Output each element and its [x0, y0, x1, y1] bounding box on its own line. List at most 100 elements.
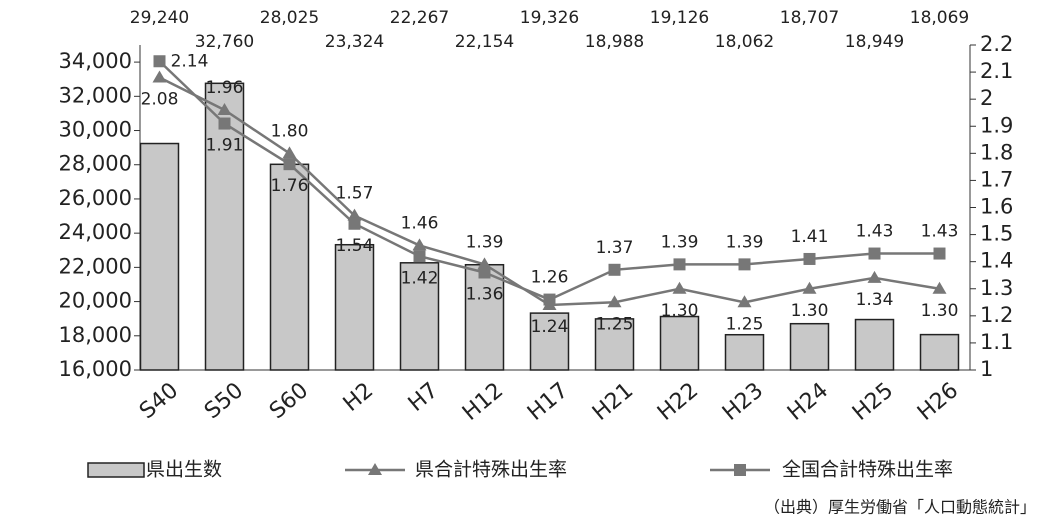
square-marker — [673, 258, 686, 271]
bar-value-label: 28,025 — [260, 8, 319, 28]
legend-square — [734, 464, 746, 476]
bar — [139, 142, 180, 371]
bar — [854, 318, 895, 371]
x-tick-label: H24 — [783, 378, 833, 426]
line-value-label: 2.08 — [141, 90, 179, 110]
line-value-label: 1.41 — [791, 227, 829, 247]
square-marker — [803, 252, 816, 265]
square-marker — [608, 263, 621, 276]
x-tick-label: H2 — [339, 378, 378, 417]
square-marker — [348, 217, 361, 230]
line-value-label: 1.30 — [791, 301, 829, 321]
triangle-marker — [802, 281, 817, 294]
y2-tick-label: 2 — [980, 86, 993, 110]
x-tick-label: H25 — [848, 378, 898, 426]
x-tick-label: S50 — [200, 378, 248, 424]
square-marker — [478, 266, 491, 279]
bar — [334, 243, 375, 371]
triangle-marker — [932, 281, 947, 294]
bar — [659, 315, 700, 371]
bar — [789, 322, 830, 371]
bar-value-label: 19,326 — [520, 8, 579, 28]
square-marker — [543, 293, 556, 306]
y2-tick-label: 1.2 — [980, 303, 1013, 327]
bar-value-label: 18,062 — [715, 32, 774, 52]
y2-tick-label: 1.3 — [980, 276, 1013, 300]
triangle-marker — [217, 103, 232, 115]
triangle-marker — [737, 295, 752, 308]
bar — [269, 163, 310, 371]
line-value-label: 1.43 — [856, 222, 894, 242]
x-tick-label: H7 — [404, 378, 443, 417]
bar-value-label: 18,988 — [585, 32, 644, 52]
bar-value-label: 29,240 — [130, 8, 189, 28]
line-value-label: 1.57 — [336, 184, 374, 204]
y2-tick-label: 2.1 — [980, 59, 1013, 83]
y-tick-label: 28,000 — [59, 152, 132, 176]
bar-value-label: 32,760 — [195, 32, 254, 52]
bar-value-label: 18,707 — [780, 8, 839, 28]
triangle-marker — [867, 270, 882, 283]
line-value-label: 1.25 — [726, 314, 764, 334]
bar-value-label: 19,126 — [650, 8, 709, 28]
bar-value-label: 18,069 — [910, 8, 969, 28]
line-value-label: 1.25 — [596, 314, 634, 334]
y-tick-label: 24,000 — [59, 220, 132, 244]
y-tick-label: 22,000 — [59, 254, 132, 278]
bar-value-label: 23,324 — [325, 32, 384, 52]
y-tick-label: 16,000 — [59, 357, 132, 381]
y-tick-label: 30,000 — [59, 118, 132, 142]
square-marker — [413, 250, 426, 263]
legend-label: 県出生数 — [146, 459, 222, 481]
square-marker — [738, 258, 751, 271]
line-value-label: 2.14 — [171, 51, 209, 71]
bar — [919, 333, 960, 371]
line-value-label: 1.46 — [401, 213, 439, 233]
y-tick-label: 18,000 — [59, 323, 132, 347]
square-marker — [153, 55, 166, 68]
x-tick-label: S60 — [265, 378, 313, 424]
y2-tick-label: 1.5 — [980, 222, 1013, 246]
x-tick-label: H12 — [458, 378, 508, 426]
source: （出典）厚生労働省「人口動態統計」 — [764, 498, 1036, 517]
y2-tick-label: 1 — [980, 357, 993, 381]
y2-tick-label: 1.7 — [980, 167, 1013, 191]
triangle-marker — [412, 238, 427, 251]
x-tick-label: H23 — [718, 378, 768, 426]
triangle-marker — [607, 295, 622, 308]
bar-value-label: 18,949 — [845, 32, 904, 52]
line-value-label: 1.39 — [661, 232, 699, 252]
bar-value-label: 22,267 — [390, 8, 449, 28]
line-value-label: 1.36 — [466, 285, 504, 305]
y2-tick-label: 1.4 — [980, 249, 1013, 273]
line-value-label: 1.37 — [596, 238, 634, 258]
line-value-label: 1.30 — [921, 301, 959, 321]
line-value-label: 1.24 — [531, 317, 569, 337]
triangle-marker — [672, 281, 687, 294]
square-marker — [933, 247, 946, 260]
legend-label: 全国合計特殊出生率 — [782, 459, 953, 481]
y-tick-label: 32,000 — [59, 83, 132, 107]
legend-swatch — [87, 462, 145, 478]
y2-tick-label: 2.2 — [980, 32, 1013, 56]
square-marker — [218, 117, 231, 130]
y2-tick-label: 1.1 — [980, 330, 1013, 354]
x-tick-label: S40 — [135, 378, 183, 424]
x-tick-label: H22 — [653, 378, 703, 426]
x-tick-label: H17 — [523, 378, 573, 426]
line-value-label: 1.34 — [856, 290, 894, 310]
line-value-label: 1.76 — [271, 176, 309, 196]
bar — [464, 263, 505, 371]
line-value-label: 1.39 — [726, 232, 764, 252]
triangle-marker — [347, 208, 362, 221]
bar — [594, 318, 635, 371]
line-value-label: 1.39 — [466, 232, 504, 252]
y2-tick-label: 1.8 — [980, 140, 1013, 164]
line-value-label: 1.43 — [921, 222, 959, 242]
y2-tick-label: 1.9 — [980, 113, 1013, 137]
bar — [529, 312, 570, 371]
x-tick-label: H26 — [913, 378, 963, 426]
bar — [399, 262, 440, 371]
y-tick-label: 34,000 — [59, 49, 132, 73]
line-value-label: 1.42 — [401, 268, 439, 288]
